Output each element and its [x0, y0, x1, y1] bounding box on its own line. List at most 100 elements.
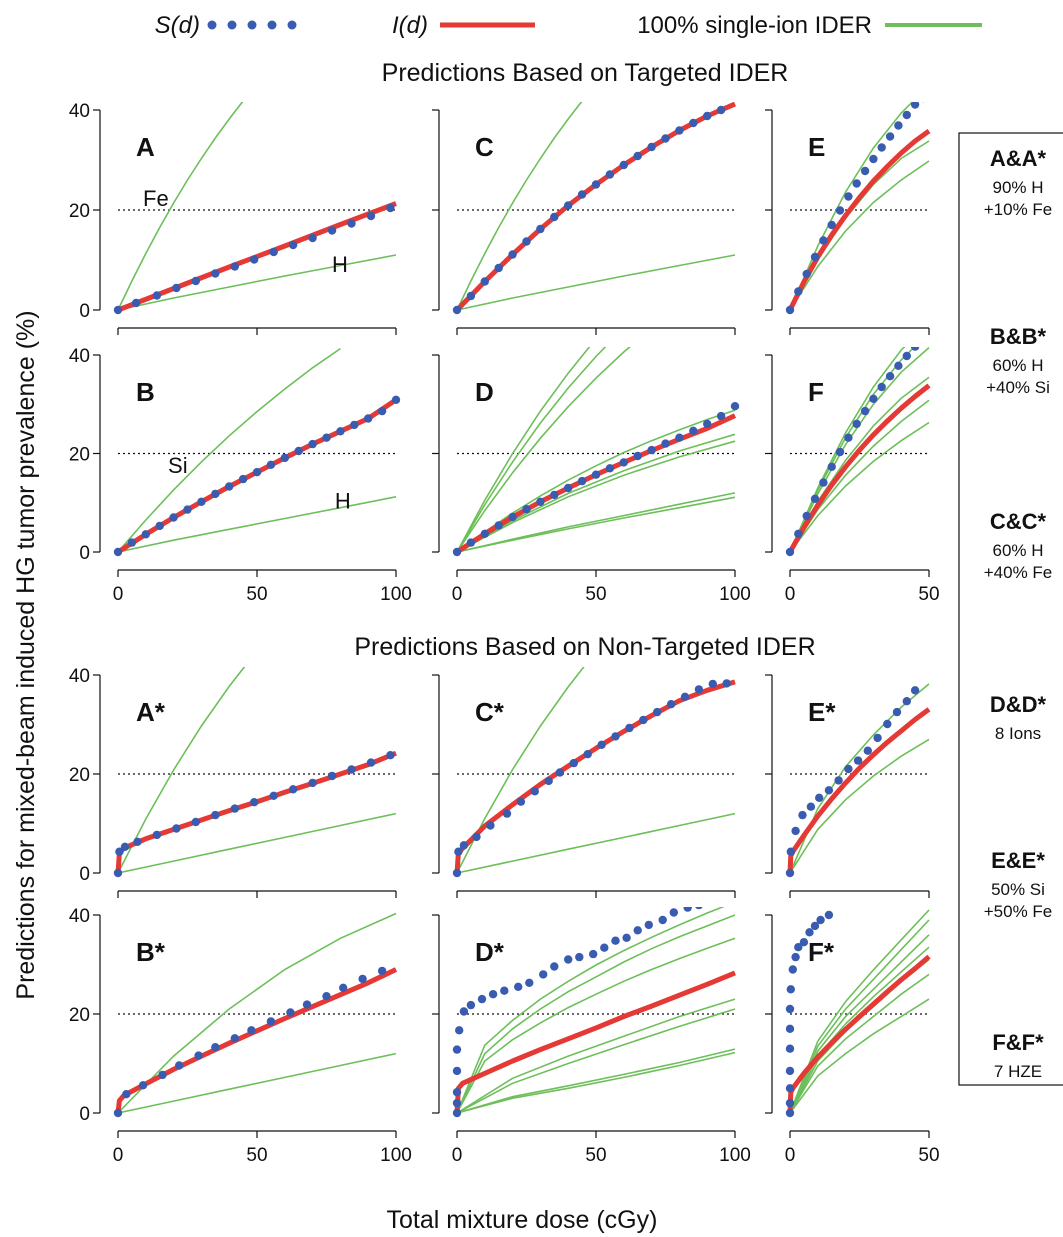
x-tick-label: 0: [785, 1145, 796, 1166]
s-d-point: [152, 830, 162, 840]
s-d-point: [452, 1108, 462, 1118]
x-tick-label: 0: [113, 1145, 124, 1166]
s-d-point: [269, 791, 278, 800]
s-d-point: [238, 474, 248, 484]
panel-label: A: [136, 132, 155, 162]
s-d-point: [647, 445, 656, 455]
s-d-point: [175, 1061, 184, 1070]
s-d-point: [544, 776, 553, 786]
sidebar-item-title: E&E*: [991, 848, 1045, 873]
single-ion-curve: [456, 347, 591, 553]
s-d-point: [339, 983, 348, 992]
i-d-line: [455, 102, 736, 312]
single-ion-curve: [789, 140, 930, 311]
annotation-h: H: [332, 252, 348, 277]
s-d-point: [127, 538, 137, 547]
s-d-point: [844, 192, 853, 201]
s-d-point: [466, 291, 476, 301]
panel-f: 0 50 F: [765, 335, 940, 605]
sidebar-item-title: C&C*: [990, 509, 1047, 534]
s-d-point: [197, 497, 206, 506]
y-tick-label: 0: [79, 301, 90, 322]
annotation-fe: Fe: [143, 186, 169, 211]
single-ion-curve: [789, 909, 930, 1114]
legend-s-dots: [207, 20, 297, 30]
panel-b-star: 0 20 40 0 50 100 B*: [69, 906, 412, 1166]
s-d-point: [211, 489, 220, 499]
legend-s-label: S(d): [155, 12, 200, 39]
y-tick-label: 40: [69, 666, 90, 687]
s-d-point: [919, 335, 927, 343]
s-d-point: [730, 402, 740, 411]
s-d-point: [266, 1017, 276, 1026]
s-d-point: [494, 521, 503, 530]
s-d-point: [894, 361, 903, 370]
s-d-point: [288, 785, 298, 794]
s-d-point: [853, 756, 863, 765]
single-ion-curve: [456, 812, 736, 874]
sidebar-item: E&E* 50% Si +50% Fe: [984, 848, 1053, 921]
s-d-point: [794, 287, 803, 296]
panel-label: B: [136, 377, 155, 407]
s-d-point: [452, 1088, 462, 1097]
s-d-point: [516, 797, 526, 806]
s-d-point: [675, 433, 684, 442]
s-d-point: [452, 1045, 462, 1054]
s-d-point: [454, 847, 463, 856]
s-d-point: [827, 220, 836, 230]
sidebar-item: D&D* 8 Ions: [990, 692, 1047, 743]
single-ion-curve: [456, 914, 736, 1114]
s-d-point: [785, 305, 795, 315]
s-d-point: [703, 419, 712, 429]
s-d-point: [347, 765, 356, 774]
s-d-point: [798, 810, 807, 820]
s-d-point: [708, 679, 717, 689]
s-d-point: [600, 943, 609, 952]
s-d-point: [910, 686, 920, 695]
s-d-point: [791, 952, 800, 962]
single-ion-curve: [456, 1008, 736, 1114]
s-d-point: [902, 110, 911, 120]
s-d-point: [386, 751, 395, 760]
s-d-point: [844, 433, 853, 442]
s-d-point: [308, 439, 317, 449]
sidebar-item: B&B* 60% H +40% Si: [986, 324, 1050, 397]
sidebar-item-desc: +40% Si: [986, 378, 1050, 397]
s-d-point: [194, 1051, 203, 1060]
single-ion-curve: [456, 254, 736, 311]
s-d-point: [536, 497, 545, 506]
s-d-point: [577, 476, 587, 486]
x-tick-label: 0: [452, 584, 463, 605]
s-d-point: [819, 236, 828, 245]
s-d-point: [877, 382, 886, 392]
y-tick-label: 40: [69, 906, 90, 927]
annotation-si: Si: [168, 453, 188, 478]
s-d-point: [863, 746, 872, 755]
panel-label: F*: [808, 937, 835, 967]
s-d-point: [802, 511, 811, 521]
s-d-point: [494, 263, 503, 273]
s-d-point: [514, 982, 523, 991]
s-d-point: [824, 910, 834, 920]
s-d-point: [785, 868, 795, 878]
s-d-point: [675, 126, 684, 135]
s-d-point: [824, 786, 834, 795]
x-axis-label: Total mixture dose (cGy): [387, 1206, 658, 1234]
s-d-point: [892, 707, 902, 717]
sidebar-item-desc: 60% H: [992, 356, 1043, 375]
s-d-point: [844, 764, 853, 774]
panel-label: C*: [475, 697, 505, 727]
s-d-point: [785, 1024, 795, 1034]
s-d-point: [694, 685, 704, 694]
x-tick-label: 100: [380, 1145, 412, 1166]
sidebar-item-title: D&D*: [990, 692, 1047, 717]
s-d-point: [785, 1044, 795, 1053]
sidebar-item-title: B&B*: [990, 324, 1047, 349]
i-d-line: [787, 954, 931, 1114]
s-d-point: [869, 154, 878, 164]
s-d-point: [589, 949, 598, 959]
s-d-point: [322, 433, 331, 442]
sidebar-item: F&F* 7 HZE: [992, 1030, 1044, 1081]
single-ion-curve: [789, 386, 930, 553]
single-ion-curve: [117, 254, 397, 311]
